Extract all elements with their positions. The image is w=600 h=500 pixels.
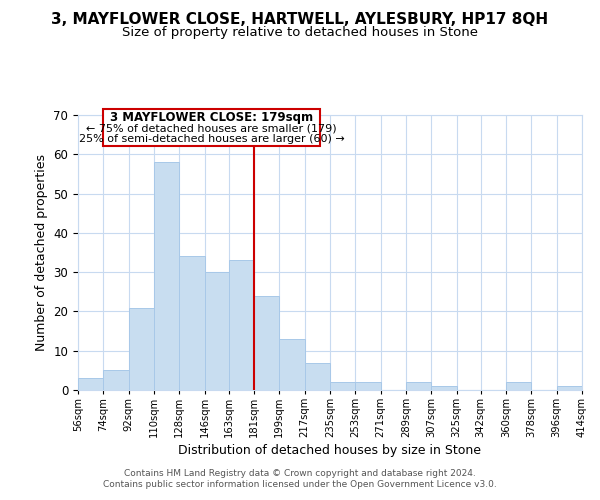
Bar bbox=[431, 386, 457, 390]
Bar bbox=[103, 109, 320, 146]
Text: Size of property relative to detached houses in Stone: Size of property relative to detached ho… bbox=[122, 26, 478, 39]
Bar bbox=[406, 382, 431, 390]
Text: 3 MAYFLOWER CLOSE: 179sqm: 3 MAYFLOWER CLOSE: 179sqm bbox=[110, 111, 313, 124]
Bar bbox=[506, 382, 532, 390]
Text: Contains HM Land Registry data © Crown copyright and database right 2024.: Contains HM Land Registry data © Crown c… bbox=[124, 468, 476, 477]
Text: Contains public sector information licensed under the Open Government Licence v3: Contains public sector information licen… bbox=[103, 480, 497, 489]
X-axis label: Distribution of detached houses by size in Stone: Distribution of detached houses by size … bbox=[179, 444, 482, 458]
Bar bbox=[154, 162, 179, 390]
Bar bbox=[229, 260, 254, 390]
Bar bbox=[103, 370, 128, 390]
Bar bbox=[557, 386, 582, 390]
Bar bbox=[254, 296, 280, 390]
Bar bbox=[330, 382, 355, 390]
Bar bbox=[355, 382, 380, 390]
Bar bbox=[179, 256, 205, 390]
Y-axis label: Number of detached properties: Number of detached properties bbox=[35, 154, 48, 351]
Bar bbox=[305, 362, 330, 390]
Bar bbox=[128, 308, 154, 390]
Bar bbox=[78, 378, 103, 390]
Text: ← 75% of detached houses are smaller (179): ← 75% of detached houses are smaller (17… bbox=[86, 124, 337, 134]
Bar bbox=[280, 339, 305, 390]
Text: 3, MAYFLOWER CLOSE, HARTWELL, AYLESBURY, HP17 8QH: 3, MAYFLOWER CLOSE, HARTWELL, AYLESBURY,… bbox=[52, 12, 548, 28]
Text: 25% of semi-detached houses are larger (60) →: 25% of semi-detached houses are larger (… bbox=[79, 134, 344, 144]
Bar bbox=[205, 272, 229, 390]
